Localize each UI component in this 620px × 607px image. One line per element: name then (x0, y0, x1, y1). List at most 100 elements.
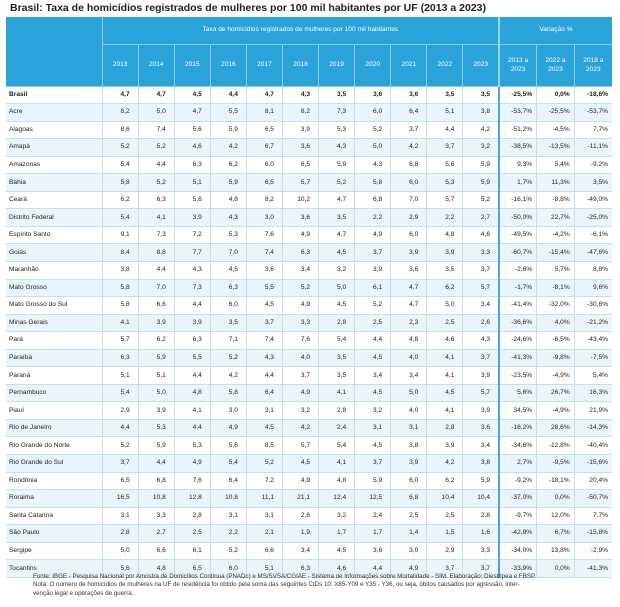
variation-cell: -11,1% (573, 138, 612, 157)
rate-cell: 3,9 (462, 366, 500, 385)
rate-cell: 10,2 (281, 191, 319, 210)
rate-cell: 4,9 (173, 454, 211, 473)
rate-cell: 3,6 (354, 86, 391, 105)
rate-cell: 5,7 (462, 384, 500, 403)
rate-cell: 9,1 (101, 226, 139, 245)
rate-cell: 4,3 (318, 138, 355, 157)
table-row: Sergipe 5,0 6,6 6,1 5,2 6,6 3,4 4,5 3,6 3,0 2,9 3,3… (6, 542, 612, 561)
rate-cell: 3,6 (390, 261, 427, 280)
year-header-2017: 2017 (245, 44, 283, 87)
rate-cell: 2,3 (390, 314, 427, 333)
variation-cell: -4,9% (536, 366, 575, 385)
rate-cell: 10,4 (426, 489, 463, 508)
variation-cell: -51,2% (498, 121, 537, 140)
rate-cell: 6,2 (101, 191, 139, 210)
uf-name-cell: Rio de Janeiro (6, 419, 103, 438)
rate-cell: 3,6 (281, 138, 319, 157)
uf-name-cell: Roraima (6, 489, 103, 508)
rate-cell: 6,3 (137, 191, 175, 210)
rate-cell: 5,4 (101, 384, 139, 403)
rate-cell: 3,3 (462, 243, 500, 262)
variation-cell: 2,7% (498, 454, 537, 473)
rate-cell: 3,4 (354, 366, 391, 385)
rate-cell: 3,5 (318, 208, 355, 227)
rate-cell: 4,1 (426, 366, 463, 385)
variation-cell: -25,5% (498, 86, 537, 105)
rate-cell: 4,2 (281, 419, 319, 438)
rate-cell: 4,5 (426, 384, 463, 403)
rate-cell: 4,5 (245, 296, 283, 315)
rate-cell: 6,6 (137, 542, 175, 561)
rate-cell: 5,3 (426, 173, 463, 192)
table-row: Distrito Federal 5,4 4,1 3,9 4,3 3,0 3,6 3,5 2,2… (6, 208, 612, 227)
rate-cell: 3,2 (281, 401, 319, 420)
rate-cell: 8,1 (245, 103, 283, 122)
rate-cell: 5,6 (426, 156, 463, 175)
rate-cell: 4,4 (245, 366, 283, 385)
rate-cell: 4,4 (101, 419, 139, 438)
table-row-brasil: Brasil 4,7 4,7 4,5 4,4 4,7 4,3 3,5 3,6 3,6 3,5 3,5-… (6, 86, 612, 105)
rate-cell: 7,3 (173, 279, 211, 298)
variation-cell: -34,0% (498, 542, 537, 561)
rate-cell: 5,6 (209, 436, 247, 455)
rate-cell: 6,5 (281, 156, 319, 175)
table-row: Rio Grande do Sul 3,7 4,4 4,9 5,4 5,2 4,5 4,1 3,… (6, 454, 612, 473)
rate-cell: 5,2 (137, 138, 175, 157)
year-header-2018: 2018 (281, 44, 319, 87)
rate-cell: 8,2 (101, 103, 139, 122)
table-row: Minas Gerais 4,1 3,9 3,9 3,5 3,7 3,3 2,8 2,5 2,3 2… (6, 314, 612, 333)
rate-cell: 5,4 (318, 331, 355, 350)
rate-cell: 3,4 (281, 542, 319, 561)
methodology-note-continued: venção legal e operações de guerra. (33, 589, 134, 597)
rate-cell: 3,1 (354, 419, 391, 438)
table-row: Rondônia 6,5 6,8 7,6 6,4 7,2 4,9 4,8 5,9 6,0 6,2 5,… (6, 472, 612, 491)
rate-cell: 4,4 (426, 121, 463, 140)
rate-cell: 7,0 (137, 279, 175, 298)
table-row: Amazonas 5,4 4,4 6,3 6,2 6,0 6,5 5,9 4,3 6,8 5,6 5,… (6, 156, 612, 175)
variation-cell: -37,0% (498, 489, 537, 508)
rate-cell: 2,2 (426, 208, 463, 227)
rate-cell: 5,1 (426, 103, 463, 122)
rate-cell: 4,3 (209, 208, 247, 227)
variation-cell: -24,6% (498, 331, 537, 350)
variation-cell: -6,5% (536, 331, 575, 350)
variation-cell: -2,6% (498, 261, 537, 280)
rate-cell: 12,8 (173, 489, 211, 508)
rate-cell: 6,3 (101, 349, 139, 368)
variation-cell: -21,2% (573, 314, 612, 333)
rate-cell: 2,4 (354, 507, 391, 526)
rate-cell: 5,6 (101, 559, 139, 578)
variation-cell: -53,7% (573, 103, 612, 122)
rate-cell: 3,0 (209, 401, 247, 420)
rate-cell: 5,0 (354, 138, 391, 157)
rate-cell: 4,9 (281, 296, 319, 315)
uf-name-cell: Santa Catarina (6, 507, 103, 526)
variation-cell: -14,3% (573, 419, 612, 438)
rate-cell: 5,7 (462, 279, 500, 298)
rate-cell: 6,3 (281, 243, 319, 262)
year-header-2013: 2013 (101, 44, 139, 87)
table-body: Brasil 4,7 4,7 4,5 4,4 4,7 4,3 3,5 3,6 3,6 3,5 3,5-… (6, 86, 612, 578)
rate-cell: 6,8 (137, 472, 175, 491)
rate-cell: 4,2 (462, 121, 500, 140)
rate-cell: 4,2 (426, 454, 463, 473)
rate-cell: 5,0 (137, 103, 175, 122)
rate-cell: 6,4 (209, 472, 247, 491)
rate-cell: 5,4 (209, 454, 247, 473)
rate-cell: 4,6 (173, 138, 211, 157)
variation-cell: -18,1% (536, 472, 575, 491)
rate-cell: 3,9 (137, 401, 175, 420)
table-row: São Paulo 2,8 2,7 2,5 2,2 2,1 1,9 1,7 1,7 1,4 1,5 1… (6, 524, 612, 543)
rate-cell: 3,9 (426, 436, 463, 455)
rate-cell: 4,1 (173, 401, 211, 420)
uf-name-cell: Brasil (6, 86, 103, 105)
table-row: Bahia 5,8 5,2 5,1 5,9 6,5 5,7 5,2 5,8 6,0 5,3 5,9 1,… (6, 173, 612, 192)
variation-cell: -6,1% (573, 226, 612, 245)
uf-column-header (6, 17, 103, 87)
rate-cell: 6,7 (245, 138, 283, 157)
rate-cell: 4,4 (137, 261, 175, 280)
rate-cell: 3,4 (462, 436, 500, 455)
rate-cell: 3,7 (354, 243, 391, 262)
rate-cell: 3,5 (318, 366, 355, 385)
rate-cell: 5,5 (245, 279, 283, 298)
